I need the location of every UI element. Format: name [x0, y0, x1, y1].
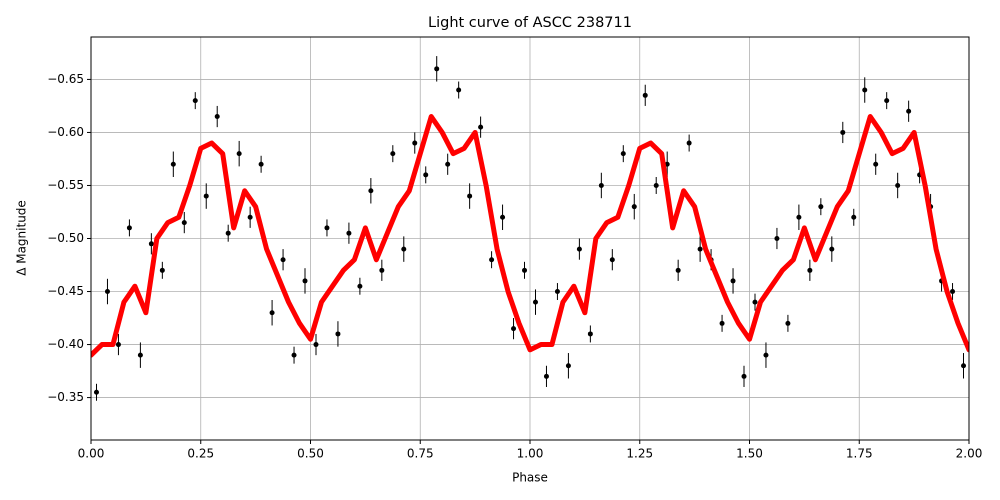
data-point: [93, 389, 99, 395]
x-tick-label: 1.75: [846, 447, 873, 461]
data-point: [522, 267, 528, 273]
y-tick-label: −0.40: [47, 337, 84, 351]
data-point: [631, 204, 637, 210]
data-point: [884, 98, 890, 104]
data-point: [774, 236, 780, 241]
data-point: [675, 267, 681, 273]
data-point: [192, 98, 198, 104]
smoothed-curve: [91, 114, 969, 358]
data-point: [214, 114, 220, 120]
data-point: [467, 193, 473, 199]
data-point: [840, 129, 846, 135]
data-point: [609, 257, 615, 263]
data-point: [280, 257, 286, 263]
y-tick-label: −0.50: [47, 231, 84, 245]
data-point: [620, 151, 626, 157]
data-point: [170, 161, 176, 167]
data-point: [434, 66, 440, 72]
x-tick-label: 0.50: [297, 447, 324, 461]
data-point: [532, 299, 538, 305]
data-point: [423, 172, 429, 178]
plot-area: [91, 56, 969, 401]
data-point: [598, 182, 604, 188]
x-tick-label: 1.25: [626, 447, 653, 461]
data-point: [565, 363, 571, 369]
data-point: [346, 230, 352, 236]
data-point: [895, 182, 901, 188]
data-point: [785, 320, 791, 326]
y-tick-label: −0.35: [47, 390, 84, 404]
data-point: [412, 140, 418, 146]
data-point: [148, 241, 154, 247]
x-tick-label: 1.50: [736, 447, 763, 461]
data-point: [906, 108, 912, 114]
data-point: [741, 373, 747, 379]
x-tick-label: 2.00: [956, 447, 983, 461]
data-point: [851, 214, 857, 220]
data-point: [807, 267, 813, 273]
data-point: [873, 161, 879, 167]
data-point: [390, 151, 396, 157]
chart-title: Light curve of ASCC 238711: [428, 15, 632, 31]
data-point: [313, 342, 319, 348]
y-tick-label: −0.55: [47, 178, 84, 192]
x-tick-label: 0.25: [187, 447, 214, 461]
data-point: [829, 246, 835, 252]
data-point: [368, 188, 374, 194]
data-point: [719, 320, 725, 326]
data-point: [653, 182, 659, 188]
data-point: [379, 267, 385, 273]
data-point: [126, 225, 132, 231]
data-point: [203, 193, 209, 199]
data-point: [587, 331, 593, 337]
data-point: [752, 299, 758, 305]
data-point: [445, 161, 451, 167]
data-point: [686, 140, 692, 146]
data-point: [642, 92, 648, 98]
axes: 0.00 0.25 0.50 0.75 1.00 1.25 1.50 1.75 2.00 −0.6…: [47, 72, 982, 461]
data-point: [554, 289, 560, 295]
x-tick-label: 0.75: [407, 447, 434, 461]
data-point: [543, 373, 549, 379]
grid: [90, 37, 970, 440]
x-tick-label: 0.00: [78, 447, 105, 461]
data-point: [324, 225, 330, 231]
data-point: [104, 289, 110, 295]
data-point: [357, 283, 363, 289]
data-point: [730, 278, 736, 284]
data-point: [576, 246, 582, 252]
data-point: [511, 326, 517, 332]
data-point: [950, 289, 956, 295]
data-point: [796, 214, 802, 220]
data-point: [697, 246, 703, 252]
y-tick-label: −0.65: [47, 72, 84, 86]
data-point: [302, 278, 308, 284]
data-point: [258, 161, 264, 167]
data-point: [137, 352, 143, 358]
data-point: [181, 220, 187, 226]
data-point: [291, 352, 297, 358]
x-tick-label: 1.00: [517, 447, 544, 461]
data-point: [335, 331, 341, 337]
y-tick-label: −0.45: [47, 284, 84, 298]
x-axis-label: Phase: [512, 471, 548, 485]
data-point: [456, 87, 462, 93]
data-point: [236, 151, 242, 157]
data-point: [961, 363, 967, 369]
data-point: [269, 310, 275, 316]
y-tick-label: −0.60: [47, 125, 84, 139]
data-point: [763, 352, 769, 358]
data-point: [818, 204, 824, 210]
data-point: [489, 257, 495, 263]
data-point: [401, 246, 407, 252]
data-point: [862, 87, 868, 93]
data-point: [478, 124, 484, 130]
y-axis-label: Δ Magnitude: [15, 200, 29, 276]
data-point: [247, 214, 253, 220]
data-point: [225, 230, 231, 236]
data-point: [500, 214, 506, 220]
data-point: [159, 267, 165, 273]
data-point: [115, 342, 121, 348]
